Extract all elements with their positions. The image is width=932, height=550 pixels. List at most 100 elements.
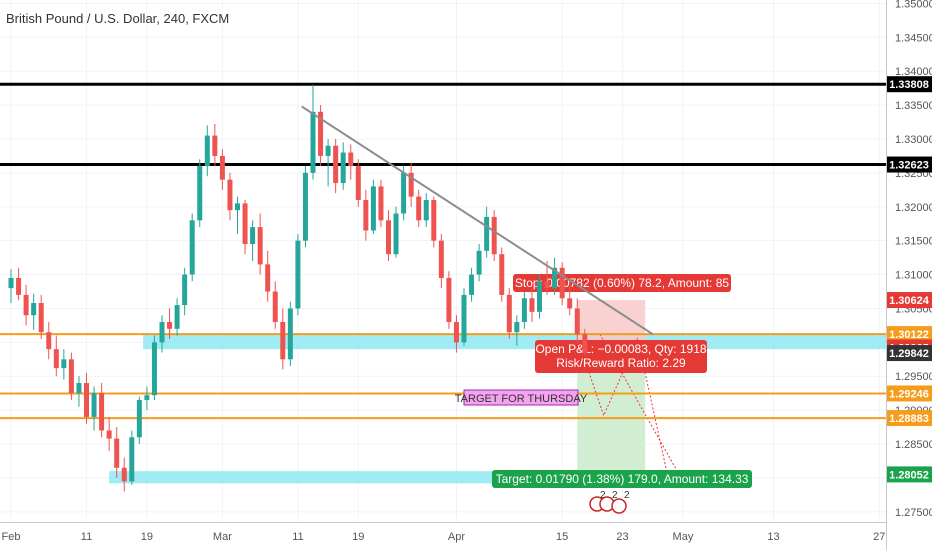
candle-body — [38, 303, 44, 333]
candle — [46, 322, 52, 360]
trendline[interactable] — [301, 105, 654, 336]
candle — [295, 233, 301, 316]
candle-body — [16, 277, 22, 295]
y-tick-label: 1.31500 — [895, 236, 932, 248]
event-count: 2 — [612, 490, 618, 501]
candle — [84, 372, 89, 424]
short-position-tool[interactable]: Stop: 0.00782 (0.60%) 78.2, Amount: 85Op… — [492, 274, 752, 488]
pnl-label-bg — [535, 340, 707, 373]
price-marker-text: 1.30122 — [889, 329, 929, 341]
candle-body — [295, 240, 301, 309]
candle-body — [272, 291, 278, 323]
candles — [8, 84, 588, 492]
event-count: 2 — [624, 490, 630, 501]
candle — [167, 308, 173, 339]
candle-body — [325, 145, 331, 156]
candle-body — [167, 322, 173, 329]
horizontal-levels — [0, 82, 886, 420]
price-marker-1.30122 — [887, 326, 932, 343]
candle-body — [370, 186, 376, 231]
candle-body — [544, 281, 550, 289]
candle-body — [242, 203, 248, 245]
candle-body — [529, 298, 535, 312]
candle-body — [333, 145, 339, 184]
candle-body — [204, 135, 210, 167]
candle-body — [219, 155, 225, 180]
candle — [423, 193, 429, 228]
candle-body — [386, 220, 391, 255]
candle-body — [257, 227, 263, 265]
candle — [431, 196, 437, 248]
candle-body — [363, 199, 369, 231]
candle — [38, 294, 44, 339]
support-zone-lower — [109, 471, 593, 484]
descending-trendline[interactable] — [301, 105, 654, 336]
y-tick-label: 1.28500 — [895, 439, 932, 451]
candle-body — [31, 303, 37, 316]
x-tick-label: 11 — [81, 531, 92, 543]
candle-body — [250, 227, 256, 245]
candle-body — [310, 111, 316, 173]
support-zone-upper — [143, 334, 886, 350]
candle-body — [144, 395, 150, 400]
candle-body — [378, 186, 384, 221]
target-label-bg — [492, 470, 752, 488]
price-marker-1.33808 — [887, 76, 932, 93]
candle — [484, 206, 490, 258]
time-axis[interactable]: Feb 11 19 Mar 11 19 Apr 15 23 May 13 27 — [0, 522, 886, 550]
candle — [302, 166, 308, 248]
y-tick-label: 1.29500 — [895, 371, 932, 383]
candle — [76, 376, 82, 407]
x-tick-label: 13 — [767, 531, 779, 543]
x-tick-label: 23 — [616, 531, 628, 543]
candle-body — [408, 172, 414, 197]
candle — [469, 267, 475, 302]
candle — [355, 159, 361, 207]
price-axis[interactable]: 1.350001.345001.340001.335001.330001.325… — [886, 0, 932, 550]
candle — [333, 138, 339, 194]
candle — [310, 84, 316, 180]
x-tick-label: Mar — [213, 531, 232, 543]
candle-body — [68, 359, 74, 394]
flag-uk-icon — [611, 498, 627, 514]
candle — [521, 291, 527, 329]
candle-body — [476, 250, 482, 275]
candle-body — [401, 172, 407, 214]
candle — [257, 213, 263, 275]
candle-body — [514, 322, 520, 333]
candle — [99, 383, 105, 438]
candle — [325, 138, 331, 187]
candle — [272, 281, 278, 329]
candle — [242, 199, 248, 255]
candle — [348, 144, 354, 180]
candle-body — [61, 359, 67, 369]
candle — [476, 244, 482, 282]
candle-body — [348, 152, 354, 167]
candle-body — [265, 264, 271, 292]
candle — [31, 293, 37, 331]
candle-body — [302, 172, 308, 241]
candle — [129, 430, 135, 485]
candle — [23, 284, 29, 326]
candle — [506, 288, 512, 339]
candle-body — [174, 305, 180, 329]
candle-body — [235, 203, 240, 211]
candle — [393, 206, 399, 258]
candle-body — [537, 281, 542, 312]
pnl-text: Open P&L: −0.00083, Qty: 1918 — [535, 342, 706, 356]
y-tick-label: 1.33000 — [895, 134, 932, 146]
candle — [68, 352, 74, 400]
candle-body — [121, 467, 127, 482]
time-axis-bg — [0, 522, 886, 550]
candle — [318, 105, 324, 167]
candle-body — [99, 393, 105, 431]
price-marker-1.30624 — [887, 292, 932, 309]
price-marker-1.28883 — [887, 410, 932, 427]
candle — [16, 267, 22, 301]
y-tick-label: 1.32000 — [895, 202, 932, 214]
candle-body — [423, 199, 429, 221]
